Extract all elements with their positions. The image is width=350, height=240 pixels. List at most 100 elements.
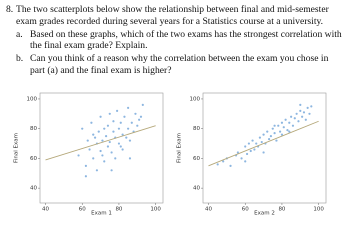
point — [244, 160, 247, 163]
x-axis-label: Exam 1 — [91, 211, 112, 217]
point — [253, 148, 256, 151]
point — [128, 157, 132, 160]
fit-line — [45, 125, 156, 161]
point — [81, 127, 84, 130]
point — [84, 175, 87, 178]
point — [84, 164, 87, 167]
point — [123, 115, 126, 118]
point — [101, 139, 104, 142]
point — [273, 132, 276, 135]
point — [106, 124, 110, 127]
point — [249, 149, 252, 153]
point — [247, 142, 250, 145]
fit-line — [208, 120, 319, 167]
point — [229, 164, 232, 167]
point — [121, 133, 124, 136]
x-tick-label: 100 — [150, 207, 161, 213]
point — [110, 169, 113, 172]
x-tick-label: 60 — [242, 207, 249, 213]
point — [236, 151, 239, 154]
y-tick-label: 60 — [30, 156, 37, 162]
point — [301, 115, 304, 118]
point — [128, 139, 132, 142]
point — [216, 163, 219, 166]
x-tick-label: 100 — [313, 207, 324, 213]
point — [117, 127, 121, 130]
point — [112, 130, 115, 133]
point — [103, 127, 106, 130]
x-tick-label: 80 — [278, 207, 285, 213]
point — [279, 130, 282, 133]
point — [291, 124, 295, 127]
point — [116, 109, 119, 112]
point — [308, 112, 311, 115]
point — [304, 118, 307, 121]
plot-frame — [39, 92, 164, 204]
point — [260, 140, 263, 144]
x-tick-label: 40 — [42, 207, 49, 213]
point — [266, 130, 269, 133]
point — [134, 112, 137, 115]
point — [130, 121, 133, 124]
x-tick-label: 40 — [205, 207, 212, 213]
y-tick-label: 60 — [193, 156, 200, 162]
point — [136, 124, 139, 127]
point — [297, 120, 300, 123]
point — [306, 106, 309, 109]
question: 8. The two scatterplots below show the r… — [6, 4, 344, 77]
point — [271, 127, 274, 130]
point — [106, 145, 110, 148]
point — [290, 115, 293, 118]
point — [288, 121, 291, 124]
point — [245, 152, 249, 156]
charts: 40 60 80 100 40 60 80 100 Exam 1 Final Exam 40 60 80… — [14, 92, 327, 217]
point — [121, 148, 124, 151]
point — [302, 111, 306, 114]
point — [284, 118, 287, 121]
point — [275, 139, 278, 142]
point — [280, 133, 284, 136]
point — [92, 133, 95, 136]
point — [141, 103, 144, 106]
point — [104, 135, 108, 138]
y-tick-label: 80 — [193, 126, 200, 132]
point — [99, 149, 102, 153]
part-text: Can you think of a reason why the correl… — [30, 53, 329, 76]
y-axis-label: Final Exam — [14, 133, 20, 163]
x-tick-label: 80 — [115, 207, 122, 213]
point — [127, 127, 130, 130]
point — [95, 169, 99, 172]
intro-text: The two scatterplots below show the rela… — [16, 4, 329, 27]
question-intro: 8. The two scatterplots below show the r… — [6, 4, 344, 28]
point — [255, 142, 258, 145]
point — [293, 117, 296, 120]
point — [92, 157, 95, 160]
point — [119, 145, 122, 148]
point — [288, 130, 291, 133]
point — [262, 133, 265, 136]
point — [267, 137, 271, 141]
point — [93, 136, 97, 139]
point — [138, 118, 141, 121]
point — [277, 124, 280, 127]
y-axis-label: Final Exam — [177, 133, 183, 163]
point — [97, 130, 100, 133]
point — [103, 160, 106, 163]
point — [101, 154, 104, 157]
point — [88, 148, 91, 151]
point — [110, 151, 113, 154]
point — [222, 160, 225, 163]
point — [269, 135, 273, 138]
point — [114, 157, 117, 160]
point — [90, 121, 93, 124]
y-tick-label: 80 — [30, 126, 37, 132]
point — [282, 126, 285, 129]
point — [77, 154, 80, 157]
point — [86, 139, 89, 142]
part-label: a. — [16, 28, 23, 40]
point — [108, 140, 111, 144]
point — [295, 112, 298, 115]
point — [117, 142, 121, 145]
point — [262, 151, 265, 154]
x-tick-label: 60 — [79, 207, 86, 213]
